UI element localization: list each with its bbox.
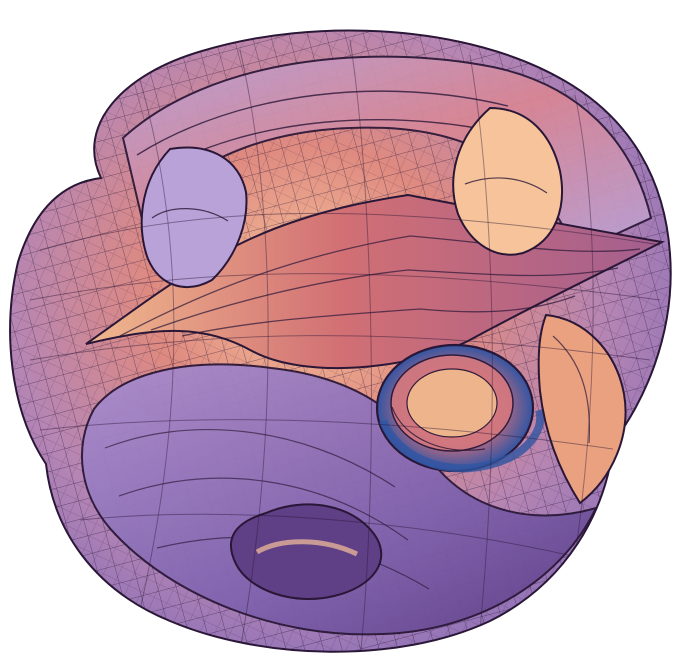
surface-right-opening: [452, 106, 564, 256]
surface-lower-purple-region: [80, 363, 598, 636]
surface-grid-overlay: [29, 39, 661, 652]
surface-right-lobe: [537, 313, 627, 505]
surface-left-opening: [140, 146, 248, 288]
surface-bottom-hole: [230, 503, 383, 600]
surface-circular-tunnel: [375, 343, 545, 473]
